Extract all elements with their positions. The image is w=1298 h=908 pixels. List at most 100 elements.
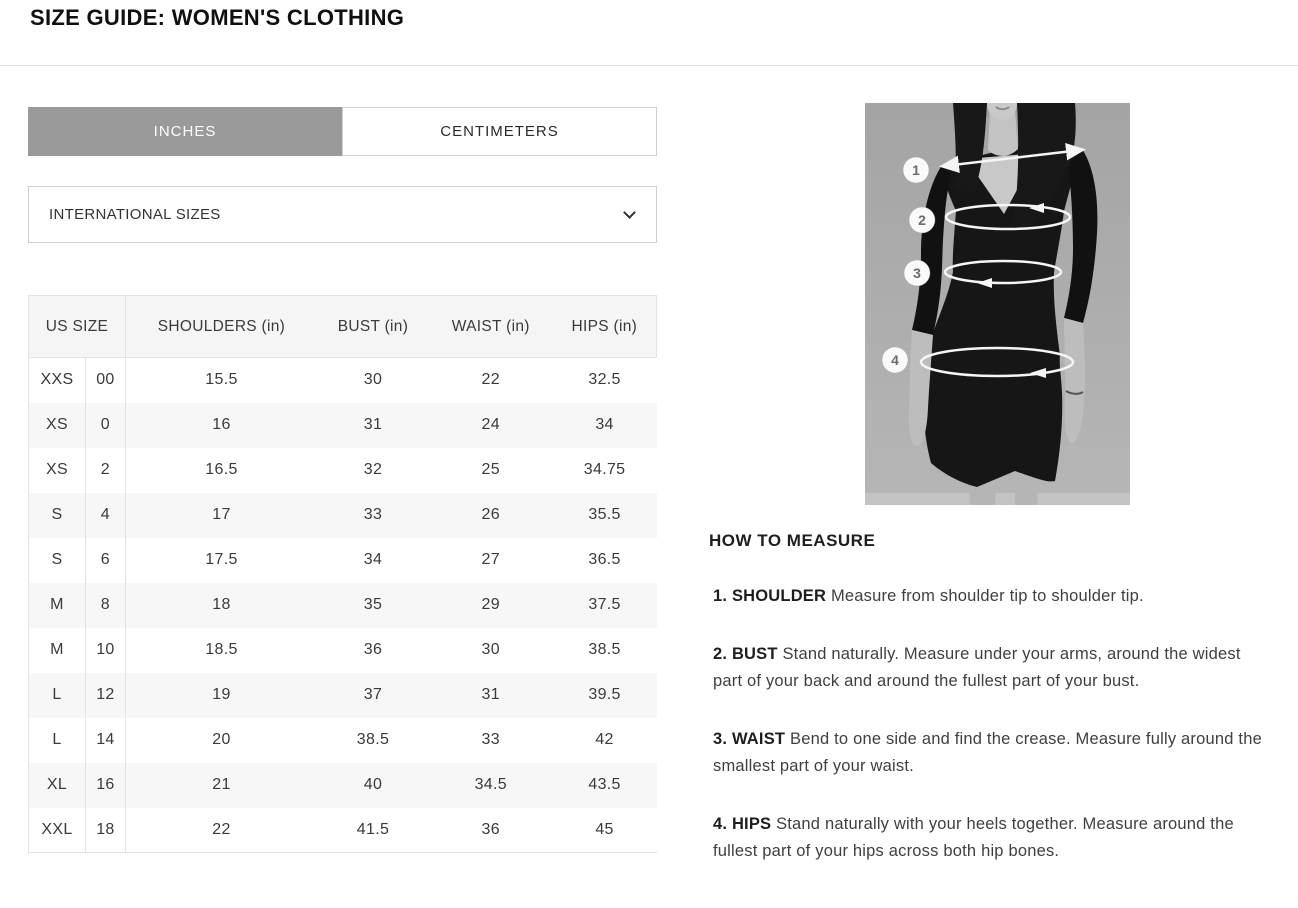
shoulders-cell: 18: [212, 596, 231, 613]
waist-cell: 29: [481, 596, 500, 613]
size-number-cell: 0: [85, 402, 126, 448]
hips-arrowhead-icon: [1030, 368, 1046, 378]
size-letter-cell: XXS: [28, 357, 86, 403]
table-row: XXL 18 22 41.5 36 45: [28, 807, 657, 853]
shoulders-cell: 22: [125, 807, 318, 853]
dress: [923, 145, 1082, 487]
bust-cell: 41.5: [317, 807, 429, 853]
size-letter-cell: L: [28, 672, 86, 718]
bust-measure-ellipse: [944, 203, 1072, 231]
hips-cell: 32.5: [588, 371, 621, 389]
measure-step: 4. HIPS Stand naturally with your heels …: [709, 811, 1269, 865]
waist-cell: 31: [481, 686, 500, 703]
tab-centimeters[interactable]: CENTIMETERS: [342, 107, 657, 156]
table-row: XXS 00 15.5 30 22 32.5: [28, 357, 657, 403]
shoulders-cell: 17: [212, 506, 231, 523]
bracelet: [1065, 390, 1084, 395]
step-lead: 4. HIPS: [713, 815, 772, 833]
hips-cell: 45: [552, 807, 657, 853]
size-number-cell: 00: [85, 357, 126, 403]
size-number-cell: 14: [85, 717, 126, 763]
step-text: Measure from shoulder tip to shoulder ti…: [830, 587, 1144, 605]
hips-cell: 37.5: [588, 596, 621, 613]
hips-cell: 36.5: [588, 551, 621, 568]
international-sizes-select[interactable]: INTERNATIONAL SIZES: [28, 186, 657, 243]
size-letter-cell: M: [28, 627, 86, 673]
shoulders-cell: 18.5: [205, 641, 238, 658]
size-number-cell: 16: [85, 762, 126, 808]
hips-cell: 35.5: [588, 506, 621, 523]
table-row: S 6 17.5 34 27 36.5: [28, 537, 657, 583]
bust-cell: 31: [363, 416, 383, 433]
shoulder-measure-arrow: [939, 143, 1086, 173]
bust-cell: 34: [363, 551, 383, 568]
hips-cell: 34: [595, 416, 614, 433]
hips-cell: 43.5: [588, 776, 621, 793]
header-us-size: US SIZE: [28, 295, 126, 358]
bust-cell: 40: [363, 776, 383, 793]
size-number-cell: 8: [85, 582, 126, 628]
table-row: M 10 18.5 36 30 38.5: [28, 627, 657, 673]
size-letter-cell: M: [28, 582, 86, 628]
waist-cell: 33: [481, 731, 500, 748]
shoulders-cell: 17.5: [205, 551, 238, 568]
bust-cell: 36: [363, 641, 383, 658]
tab-inches[interactable]: INCHES: [28, 107, 342, 156]
step-text: Bend to one side and find the crease. Me…: [713, 730, 1262, 775]
table-row: XL 16 21 40 34.5 43.5: [28, 762, 657, 808]
size-letter-cell: XL: [28, 762, 86, 808]
title-divider: [0, 65, 1298, 66]
header-hips: HIPS (in): [552, 295, 657, 358]
marker-2-icon: 2: [908, 206, 936, 234]
svg-text:2: 2: [918, 212, 926, 228]
marker-3-icon: 3: [903, 259, 931, 287]
table-row: L 12 19 37 31 39.5: [28, 672, 657, 718]
table-row: M 8 18 35 29 37.5: [28, 582, 657, 628]
unit-tabs: INCHES CENTIMETERS: [28, 107, 657, 156]
size-number-cell: 6: [85, 537, 126, 583]
hips-measure-ellipse: [919, 346, 1075, 378]
bust-cell: 30: [363, 371, 383, 389]
size-letter-cell: S: [28, 492, 86, 538]
hips-cell: 38.5: [588, 641, 621, 658]
measure-step: 1. SHOULDER Measure from shoulder tip to…: [709, 583, 1269, 610]
measure-steps: 1. SHOULDER Measure from shoulder tip to…: [709, 583, 1269, 865]
header-waist: WAIST (in): [428, 295, 553, 358]
waist-cell: 22: [481, 371, 500, 389]
waist-cell: 36: [428, 807, 553, 853]
measure-step: 3. WAIST Bend to one side and find the c…: [709, 726, 1269, 780]
bust-cell: 33: [363, 506, 383, 523]
shoulders-cell: 16: [212, 416, 231, 433]
right-sleeve: [1064, 149, 1098, 323]
shoulders-cell: 21: [212, 776, 231, 793]
waist-cell: 27: [481, 551, 500, 568]
size-guide-panel: INCHES CENTIMETERS INTERNATIONAL SIZES U…: [28, 107, 657, 853]
step-text: Stand naturally with your heels together…: [713, 815, 1234, 860]
bust-arrowhead-icon: [1029, 203, 1044, 213]
hips-cell: 39.5: [588, 686, 621, 703]
step-text: Stand naturally. Measure under your arms…: [713, 645, 1241, 690]
table-row: XS 0 16 31 24 34: [28, 402, 657, 448]
header-bust: BUST (in): [317, 295, 429, 358]
step-lead: 2. BUST: [713, 645, 778, 663]
size-letter-cell: L: [28, 717, 86, 763]
shoulders-cell: 16.5: [205, 461, 238, 478]
bust-cell: 38.5: [356, 731, 390, 748]
left-forearm: [908, 330, 933, 447]
waist-cell: 26: [481, 506, 500, 523]
size-letter-cell: XS: [28, 402, 86, 448]
size-number-cell: 18: [85, 807, 126, 853]
size-number-cell: 12: [85, 672, 126, 718]
size-chart-table: US SIZE SHOULDERS (in) BUST (in) WAIST (…: [28, 295, 657, 853]
size-table-body: XXS 00 15.5 30 22 32.5 XS 0 16 31 24 34 XS 2 16.5 32 25 3…: [28, 357, 657, 853]
bust-cell: 32: [363, 461, 383, 478]
waist-measure-ellipse: [943, 259, 1063, 285]
marker-1-icon: 1: [902, 156, 930, 184]
hips-cell: 42: [595, 731, 614, 748]
size-number-cell: 10: [85, 627, 126, 673]
svg-text:3: 3: [913, 265, 921, 281]
bust-cell: 37: [363, 686, 383, 703]
waist-cell: 34.5: [474, 776, 507, 793]
table-header-row: US SIZE SHOULDERS (in) BUST (in) WAIST (…: [28, 295, 657, 358]
left-sleeve: [912, 165, 951, 335]
